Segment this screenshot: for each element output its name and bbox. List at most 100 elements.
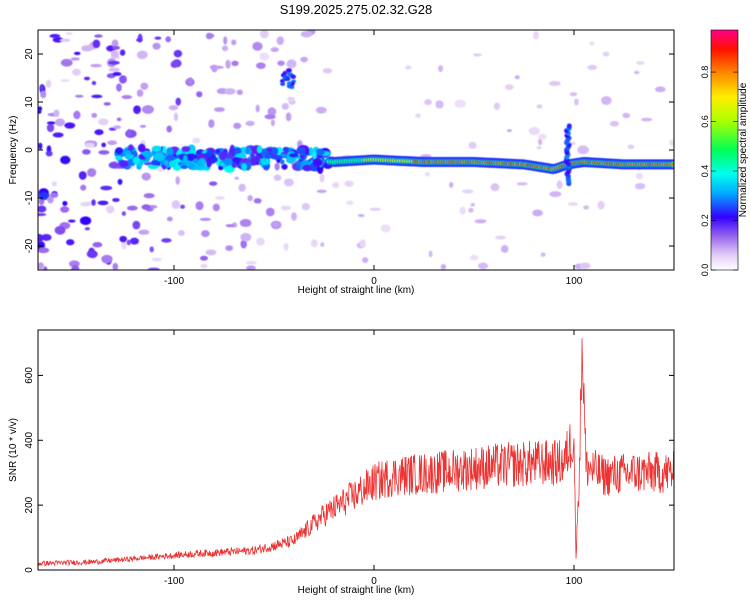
spectrogram-cell: [296, 160, 302, 170]
spectrogram-cell: [91, 81, 97, 85]
spectrogram-cell: [602, 51, 610, 57]
spectrogram-cell: [238, 183, 246, 192]
snr-y-tick-label: 200: [24, 496, 35, 513]
spectrogram-cell: [140, 82, 149, 90]
spectrogram-cell: [60, 58, 73, 67]
spectrogram-cell: [112, 197, 120, 202]
spectrogram-cell: [92, 39, 101, 49]
spectrogram-cell: [289, 153, 299, 158]
spectrogram-cell: [320, 242, 325, 247]
spectrogram-cell: [130, 237, 139, 245]
spectrogram-cell: [121, 211, 126, 217]
spectrogram-cell: [149, 246, 154, 253]
spectrogram-cell: [300, 30, 313, 38]
spectrogram-cell: [107, 140, 118, 146]
spectrogram-cell: [239, 218, 252, 228]
snr-panel: -100 0 100 0 200 400 600 Height of straight l…: [8, 329, 675, 596]
snr-x-tick-label: -100: [164, 576, 184, 587]
spectrogram-cell: [45, 79, 52, 88]
spectrogram-cell: [45, 150, 53, 157]
spectrogram-cell: [113, 125, 121, 130]
spectrogram-cell: [533, 31, 539, 40]
spectrogram-cell: [177, 149, 182, 156]
spectrogram-cell: [108, 60, 120, 65]
spectrogram-cell: [175, 176, 180, 185]
spectrogram-cell: [195, 201, 204, 211]
spectrogram-cell: [655, 86, 666, 93]
spectrogram-cell: [322, 68, 333, 74]
spectrogram-cell: [98, 150, 110, 155]
spectrogram-cell: [468, 207, 474, 213]
snr-x-ticks: -100 0 100: [164, 330, 583, 587]
spectrogram-cell: [277, 60, 285, 66]
spectrogram-cell: [70, 57, 80, 61]
spectrogram-cell: [538, 133, 547, 140]
spectrogram-cell: [234, 176, 240, 180]
spectrogram-cell: [536, 104, 543, 109]
snr-frame: [37, 329, 675, 571]
spectrogram-cell: [627, 144, 635, 150]
spectrogram-cell: [454, 99, 466, 108]
spectrogram-cell: [449, 181, 454, 188]
spectrogram-cell: [181, 146, 191, 152]
spectrogram-cell: [540, 252, 546, 257]
spectrogram-cell: [245, 120, 255, 127]
spectrogram-cell: [151, 145, 162, 152]
spectrogram-cell: [231, 60, 239, 67]
spectrogram-cell: [287, 96, 295, 102]
spectrogram-cell: [60, 206, 70, 213]
colorbar-tick-label: 0.0: [700, 264, 710, 277]
spectrogram-cell: [280, 205, 291, 211]
spectrogram-y-label: Frequency (Hz): [8, 116, 19, 185]
spectrogram-cell: [81, 45, 93, 52]
spectrogram-cell: [222, 45, 229, 52]
spectrogram-cell: [143, 193, 155, 199]
spectrogram-cell: [239, 158, 251, 163]
spectrogram-cell: [60, 155, 71, 165]
spectrogram-cell: [196, 91, 203, 98]
spectrogram-cell: [435, 100, 444, 109]
spectrogram-cell: [132, 220, 141, 230]
spectrogram-cell: [38, 233, 44, 243]
spectrogram-cell: [577, 145, 589, 155]
spectrogram-cell: [112, 45, 121, 50]
spectrogram-cell: [38, 212, 47, 217]
spectrogram-cell: [151, 160, 160, 166]
spectrogram-cell: [84, 227, 90, 231]
spectrogram-cell: [101, 254, 113, 264]
spectrogram-cell: [569, 91, 578, 97]
spectrogram-y-tick-label: -10: [24, 190, 35, 205]
spectrogram-cell: [474, 219, 487, 224]
spectrogram-cell: [38, 205, 47, 213]
spectrogram-cell: [166, 216, 173, 222]
spectrogram-cell: [111, 39, 119, 48]
spectrogram-cell: [312, 158, 323, 167]
spectrogram-cell: [286, 81, 292, 86]
spectrogram-cell: [118, 160, 129, 168]
snr-x-tick-label: 0: [371, 576, 377, 587]
spectrogram-cell: [424, 172, 431, 177]
spectrogram-cell: [136, 50, 148, 60]
spectrogram-cell: [224, 88, 236, 95]
spectrogram-cell: [173, 112, 179, 122]
spectrogram-cell: [566, 123, 572, 129]
spectrogram-cell: [73, 51, 81, 56]
spectrogram-cell: [259, 30, 269, 39]
spectrogram-cell: [222, 158, 234, 166]
spectrogram-cell: [73, 110, 81, 120]
spectrogram-cell: [537, 138, 543, 146]
spectrogram-cell: [532, 209, 543, 217]
spectrogram-y-tick-label: 10: [24, 96, 35, 108]
spectrogram-cell: [245, 145, 250, 155]
spectrogram-cell: [51, 181, 57, 187]
snr-y-tick-label: 400: [24, 431, 35, 448]
spectrogram-cell: [490, 183, 500, 192]
spectrogram-cell: [634, 70, 640, 75]
spectrogram-cell: [187, 162, 196, 169]
spectrogram-cell: [126, 205, 138, 211]
spectrogram-cell: [284, 178, 294, 187]
spectrogram-cell: [38, 262, 44, 270]
spectrogram-cell: [234, 147, 242, 156]
spectrogram-cell: [87, 168, 97, 177]
spectrogram-cell: [223, 36, 228, 45]
